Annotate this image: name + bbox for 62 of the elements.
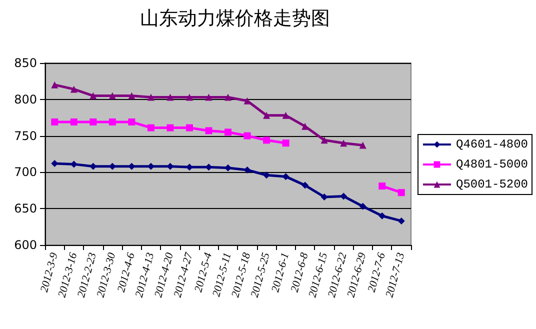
y-tick-label: 650 (14, 202, 37, 216)
point (128, 92, 136, 100)
y-tick-label: 850 (14, 56, 37, 70)
point (205, 94, 212, 101)
point (108, 118, 116, 126)
point (90, 118, 97, 126)
point (166, 94, 174, 101)
point (205, 127, 212, 134)
point (282, 173, 290, 180)
x-tick-label: 2012-7-13 (384, 250, 408, 299)
point (90, 92, 97, 100)
point (302, 122, 309, 130)
x-tick-label: 2012-6-1 (270, 251, 292, 294)
point (378, 212, 386, 220)
point (359, 202, 366, 210)
legend-label: Q4801-5000 (456, 158, 528, 172)
x-tick-label: 2012-3-30 (94, 250, 118, 299)
point (90, 162, 97, 170)
point (70, 118, 78, 126)
point (398, 217, 405, 224)
point (282, 140, 290, 147)
point (186, 94, 193, 101)
x-tick-label: 2012-4-27 (172, 250, 196, 299)
point (186, 124, 193, 132)
point (244, 132, 251, 140)
point (282, 112, 290, 119)
legend-label: Q5001-5200 (456, 178, 528, 192)
point (51, 118, 58, 126)
point (263, 112, 270, 119)
point (128, 118, 136, 126)
point (108, 92, 116, 100)
point (147, 124, 154, 132)
y-tick-label: 800 (14, 92, 37, 106)
point (398, 189, 405, 196)
point (263, 172, 270, 179)
point (302, 182, 309, 189)
y-tick-label: 750 (14, 128, 37, 143)
point (340, 192, 348, 200)
x-tick-label: 2012-6-29 (345, 250, 369, 299)
point (359, 142, 366, 149)
point (263, 136, 270, 144)
y-tick-label: 700 (14, 165, 37, 180)
point (320, 193, 328, 200)
point (70, 160, 78, 168)
point (244, 97, 251, 104)
point (340, 140, 348, 147)
chart-title: 山东动力煤价格走势图 (140, 8, 330, 30)
point (224, 164, 232, 172)
point (51, 81, 58, 88)
point (224, 94, 232, 101)
point (70, 86, 78, 93)
legend-label: Q4601-4800 (456, 138, 528, 152)
point (224, 128, 232, 136)
y-tick-label: 600 (14, 238, 37, 252)
point (147, 94, 154, 101)
point (320, 136, 328, 144)
point (166, 162, 174, 170)
x-tick-label: 2012-5-25 (248, 250, 272, 299)
point (128, 162, 136, 170)
point (166, 124, 174, 132)
point (244, 166, 251, 174)
point (378, 182, 386, 190)
